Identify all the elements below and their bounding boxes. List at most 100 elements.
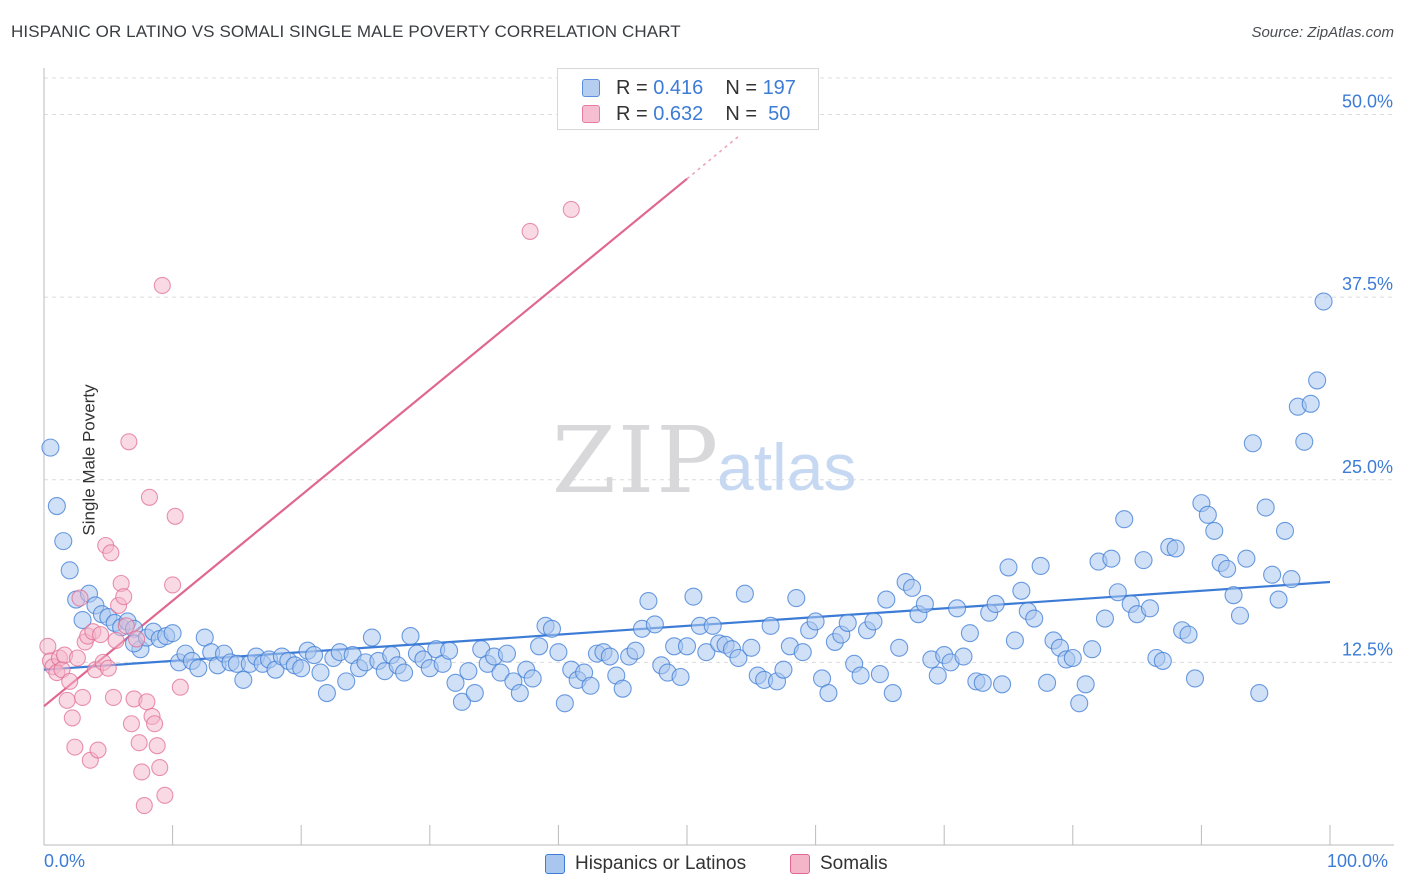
data-point-somalis [135,797,153,815]
data-point-hispanics [1263,565,1282,584]
bottom-legend-label-hispanics: Hispanics or Latinos [575,853,747,874]
data-point-hispanics [1134,551,1153,570]
data-point-hispanics [459,662,478,681]
data-point-hispanics [510,684,529,703]
data-point-hispanics [761,616,780,635]
data-point-hispanics [883,684,902,703]
data-point-hispanics [1153,651,1172,670]
data-point-hispanics [1108,583,1127,602]
data-point-hispanics [1031,556,1050,576]
data-point-hispanics [697,643,716,662]
data-point-somalis [71,589,89,607]
data-point-hispanics [948,599,967,618]
data-point-hispanics [639,591,658,611]
data-point-hispanics [1185,669,1205,688]
trend-line-pink-extension [686,135,739,180]
data-point-hispanics [774,660,793,679]
data-point-hispanics [742,638,761,657]
data-point-hispanics [671,667,690,687]
data-point-somalis [166,507,184,525]
data-point-hispanics [626,641,645,660]
data-point-hispanics [1005,631,1024,650]
bottom-legend-somalis: Somalis [790,851,888,877]
data-point-somalis [164,576,182,594]
data-point-hispanics [806,612,825,631]
data-point-hispanics [317,684,336,703]
stats-legend: R = 0.416 N = 197 R = 0.632 N = 50 [557,68,819,130]
x-tick-min: 0.0% [44,851,86,871]
data-point-hispanics [234,670,253,689]
legend-swatch-pink [582,105,600,123]
legend-row-hispanics: R = 0.416 N = 197 [582,76,796,100]
data-point-hispanics [877,590,896,609]
data-point-somalis [128,630,146,648]
data-point-hispanics [954,647,973,666]
data-point-hispanics [581,676,600,695]
source-label: Source: ZipAtlas.com [1251,24,1394,41]
data-point-somalis [146,715,164,733]
data-point-hispanics [465,684,484,703]
data-point-somalis [58,691,76,709]
chart-title: HISPANIC OR LATINO VS SOMALI SINGLE MALE… [11,22,681,41]
y-axis-label: Single Male Poverty [79,384,99,536]
points-somalis [39,200,580,815]
data-point-hispanics [1076,675,1095,694]
data-point-hispanics [1083,640,1102,659]
data-point-somalis [89,741,107,759]
data-point-hispanics [1012,581,1031,600]
data-point-hispanics [902,578,922,597]
data-point-hispanics [1256,498,1275,517]
data-point-hispanics [362,628,381,647]
data-point-somalis [133,763,151,781]
y-tick-label: 25.0% [1342,457,1393,477]
watermark-atlas: atlas [717,430,856,504]
points-hispanics [41,292,1333,713]
data-point-hispanics [311,663,330,682]
data-point-hispanics [864,612,883,631]
data-point-hispanics [1224,586,1243,605]
data-point-hispanics [1063,648,1082,668]
data-point-hispanics [787,589,806,608]
data-point-somalis [122,715,140,733]
data-point-hispanics [555,694,574,713]
gridlines [44,77,1394,663]
data-point-somalis [92,626,110,644]
data-point-hispanics [1218,559,1237,578]
data-point-hispanics [530,637,549,656]
data-point-hispanics [645,615,664,634]
data-point-hispanics [1038,673,1057,692]
data-point-somalis [151,759,169,777]
data-point-hispanics [729,648,748,668]
data-point-hispanics [1301,394,1320,413]
data-point-hispanics [973,673,992,692]
data-point-hispanics [1025,609,1044,628]
data-point-somalis [140,488,159,506]
data-point-hispanics [960,624,979,643]
r-label: R = [616,76,654,99]
data-point-hispanics [851,666,870,685]
data-point-hispanics [163,624,182,643]
n-label: N = [725,76,763,99]
axes [43,68,1394,846]
data-point-somalis [521,222,539,240]
data-point-somalis [120,433,138,451]
data-point-hispanics [1205,521,1224,540]
data-point-hispanics [41,438,60,457]
x-tick-max: 100.0% [1327,851,1389,871]
bottom-legend-hispanics: Hispanics or Latinos [545,851,746,877]
data-point-hispanics [1282,570,1301,589]
data-point-hispanics [1237,549,1256,568]
data-point-somalis [117,617,135,635]
legend-row-somalis: R = 0.632 N = 50 [582,102,790,126]
data-point-hispanics [928,666,947,685]
data-point-hispanics [1243,434,1262,453]
data-point-somalis [66,738,84,756]
data-point-hispanics [915,594,934,613]
data-point-hispanics [542,619,562,638]
data-point-somalis [148,737,166,755]
data-point-hispanics [793,643,812,662]
data-point-hispanics [838,613,857,632]
data-point-somalis [68,649,86,667]
data-point-hispanics [189,659,208,678]
